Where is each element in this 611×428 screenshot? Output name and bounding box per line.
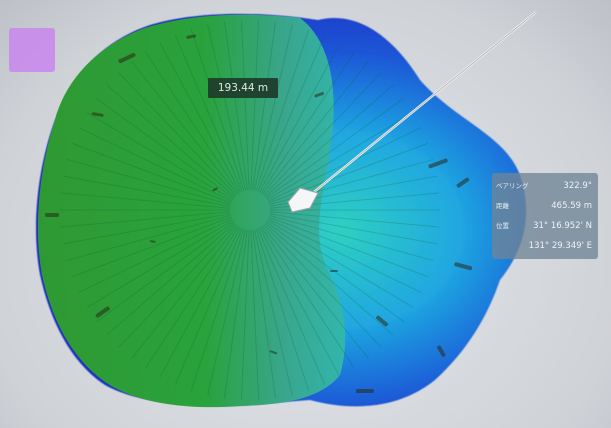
position-label: 位置 (496, 222, 509, 230)
measurement-line[interactable] (303, 11, 537, 201)
info-panel: ベアリング 322.9° 距離 465.59 m 位置 31° 16.952' … (492, 173, 598, 259)
corner-shape (9, 28, 55, 72)
longitude-row: 131° 29.349' E (496, 237, 592, 255)
survey-coverage-area (35, 13, 527, 408)
latitude-value: 31° 16.952' N (533, 221, 592, 231)
longitude-value: 131° 29.349' E (528, 241, 592, 251)
vessel-marker[interactable] (287, 187, 319, 213)
bearing-label: ベアリング (496, 182, 529, 190)
distance-tooltip: 193.44 m (208, 78, 278, 98)
distance-label: 距離 (496, 202, 509, 210)
distance-value: 193.44 m (217, 82, 269, 94)
position-row: 位置 31° 16.952' N (496, 217, 592, 235)
bearing-value: 322.9° (563, 181, 592, 191)
distance-row: 距離 465.59 m (496, 197, 592, 215)
bearing-row: ベアリング 322.9° (496, 177, 592, 195)
distance-row-value: 465.59 m (551, 201, 592, 211)
